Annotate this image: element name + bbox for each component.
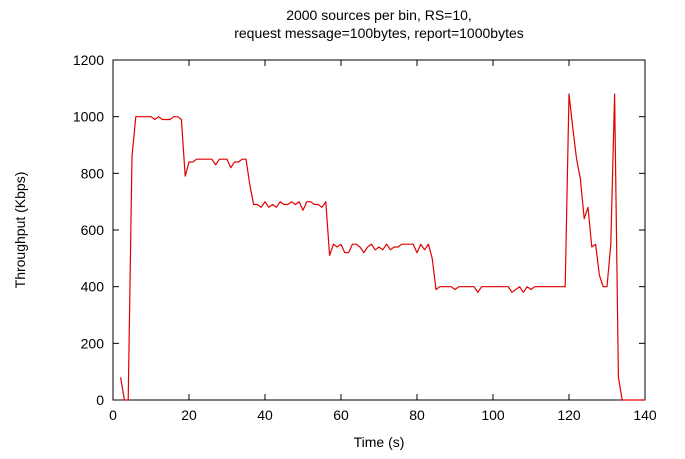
x-tick-label: 20	[181, 407, 197, 423]
y-tick-label: 800	[81, 165, 105, 181]
x-tick-label: 40	[257, 407, 273, 423]
y-tick-label: 1000	[73, 109, 104, 125]
y-axis-label: Throughput (Kbps)	[12, 172, 28, 289]
series-group	[120, 93, 645, 401]
chart-title-line-1: 2000 sources per bin, RS=10,	[286, 7, 472, 23]
y-tick-label: 200	[81, 335, 105, 351]
x-tick-label: 0	[109, 407, 117, 423]
chart-title-line-2: request message=100bytes, report=1000byt…	[234, 25, 524, 41]
x-tick-label: 120	[557, 407, 581, 423]
y-tick-label: 400	[81, 279, 105, 295]
y-tick-label: 1200	[73, 52, 104, 68]
axis-ticks	[112, 59, 646, 401]
x-tick-label: 100	[481, 407, 505, 423]
y-tick-label: 0	[96, 392, 104, 408]
x-axis-label: Time (s)	[354, 434, 405, 450]
series-line	[120, 93, 645, 401]
x-tick-label: 80	[409, 407, 425, 423]
x-tick-label: 140	[633, 407, 657, 423]
y-tick-label: 600	[81, 222, 105, 238]
x-tick-label: 60	[333, 407, 349, 423]
plot-frame	[112, 59, 646, 401]
tick-labels: 0 20 40 60 80 100 120 140 0 200 400 600 800 1000 1200	[73, 52, 657, 423]
